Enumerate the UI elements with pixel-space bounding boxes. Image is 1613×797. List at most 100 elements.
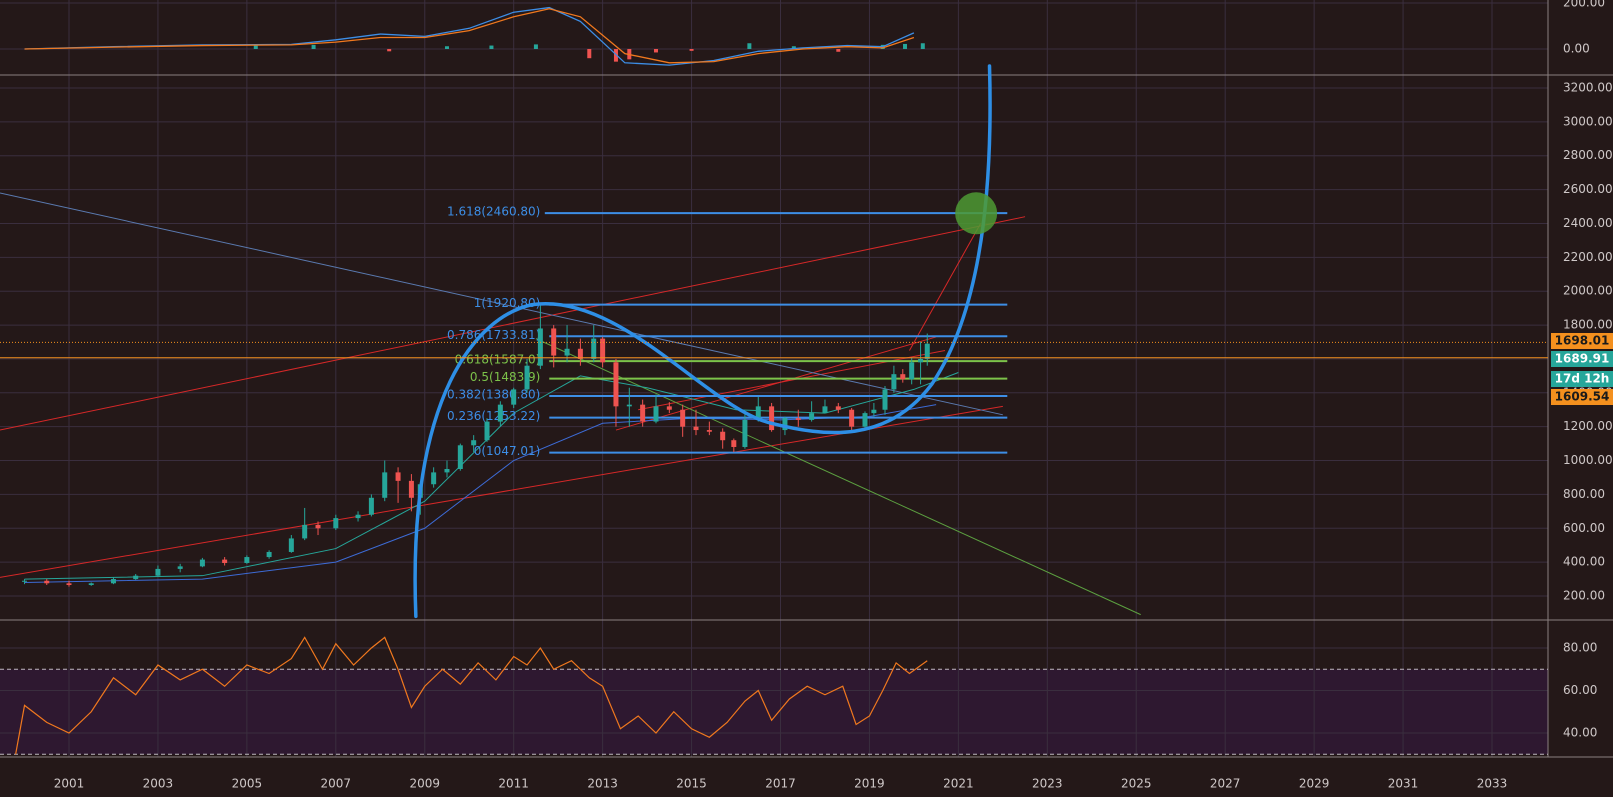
candle-body <box>600 338 606 363</box>
candle-body <box>471 440 477 446</box>
candles <box>22 304 930 587</box>
macd-histogram-bar <box>920 43 925 49</box>
rsi-y-tick-label: 80.00 <box>1563 641 1597 655</box>
fib-level-label: 0.382(1380.80) <box>447 388 540 402</box>
macd-histogram-bar <box>747 43 752 49</box>
candle-body <box>731 440 737 447</box>
candle-body <box>742 419 748 447</box>
price-y-tick-label: 1800.00 <box>1563 318 1613 332</box>
x-tick-label: 2007 <box>321 777 352 791</box>
candle-body <box>88 583 94 585</box>
price-badge-label: 1689.91 <box>1555 352 1610 366</box>
macd-histogram-bar <box>791 46 796 49</box>
price-y-tick-label: 400.00 <box>1563 555 1605 569</box>
trend-line-upper <box>0 216 1026 431</box>
candle-body <box>782 418 788 431</box>
candle-body <box>44 580 50 584</box>
price-badge <box>1551 389 1613 405</box>
macd-histogram-bar <box>836 49 841 52</box>
candle-body <box>769 406 775 431</box>
x-tick-label: 2033 <box>1477 777 1508 791</box>
x-tick-label: 2029 <box>1299 777 1330 791</box>
trend-line-lower <box>0 405 1003 578</box>
rsi-y-tick-label: 60.00 <box>1563 683 1597 697</box>
price-y-tick-label: 2800.00 <box>1563 148 1613 162</box>
candle-body <box>133 575 139 580</box>
candle-body <box>22 580 28 582</box>
macd-line <box>24 8 915 64</box>
fibonacci-levels <box>544 212 1008 454</box>
x-tick-label: 2027 <box>1210 777 1241 791</box>
x-tick-label: 2001 <box>54 777 85 791</box>
candle-body <box>368 497 374 515</box>
price-y-tick-label: 2400.00 <box>1563 216 1613 230</box>
candle-body <box>110 579 116 584</box>
candle-body <box>909 362 915 380</box>
x-tick-label: 2005 <box>232 777 263 791</box>
moving-average-fast <box>24 372 959 580</box>
candle-body <box>199 559 205 567</box>
fib-level-label: 0(1047.01) <box>474 444 541 458</box>
candle-body <box>431 472 437 485</box>
macd-histogram-bar <box>653 49 658 53</box>
price-badge <box>1551 333 1613 349</box>
candle-body <box>795 418 801 420</box>
price-badge <box>1551 371 1613 387</box>
candle-body <box>591 338 597 359</box>
candle-body <box>564 348 570 356</box>
fib-level-label: 0.618(1587.0) <box>455 353 541 367</box>
fib-level-label: 1.618(2460.80) <box>447 205 540 219</box>
candle-body <box>484 421 490 441</box>
fib-level-label: 1(1920.80) <box>474 296 541 310</box>
candle-body <box>444 469 450 473</box>
candle-body <box>551 328 557 356</box>
candle-body <box>244 557 250 563</box>
candle-body <box>382 472 388 498</box>
candle-body <box>355 514 361 519</box>
candle-body <box>882 389 888 410</box>
price-badge <box>1551 351 1613 367</box>
candle-body <box>626 404 632 407</box>
candle-body <box>395 472 401 481</box>
candle-body <box>333 518 339 529</box>
candle-body <box>871 409 877 414</box>
candle-body <box>755 406 761 420</box>
candle-body <box>155 568 161 576</box>
macd-histogram-bar <box>689 49 694 51</box>
candle-body <box>266 551 272 558</box>
x-tick-label: 2011 <box>498 777 529 791</box>
macd-histogram-bar <box>387 49 392 52</box>
macd-y-tick-label: 0.00 <box>1563 42 1590 56</box>
macd-histogram-bar <box>253 44 258 49</box>
macd-histogram-bar <box>587 49 592 59</box>
candle-body <box>849 409 855 427</box>
candle-body <box>613 362 619 407</box>
rsi-y-tick-label: 40.00 <box>1563 726 1597 740</box>
x-tick-label: 2019 <box>854 777 885 791</box>
macd-histogram-bar <box>533 44 538 49</box>
price-y-tick-label: 2000.00 <box>1563 284 1613 298</box>
x-tick-label: 2025 <box>1121 777 1152 791</box>
candle-body <box>408 480 414 498</box>
rsi-band-fill <box>0 669 1548 755</box>
candle-body <box>66 583 72 585</box>
candle-body <box>822 406 828 414</box>
x-tick-label: 2009 <box>409 777 440 791</box>
x-tick-label: 2017 <box>765 777 796 791</box>
candle-body <box>177 566 183 569</box>
macd-histogram-bar <box>489 45 494 49</box>
candle-body <box>809 413 815 420</box>
x-tick-label: 2003 <box>143 777 174 791</box>
rsi-line <box>15 636 928 755</box>
candle-body <box>706 430 712 432</box>
x-tick-label: 2021 <box>943 777 974 791</box>
macd-histogram-bar <box>444 46 449 49</box>
fib-level-label: 0.786(1733.81) <box>447 328 540 342</box>
x-tick-label: 2013 <box>587 777 618 791</box>
price-badge-label: 17d 12h <box>1555 372 1610 386</box>
candle-body <box>302 524 308 539</box>
projection-line <box>909 223 982 351</box>
